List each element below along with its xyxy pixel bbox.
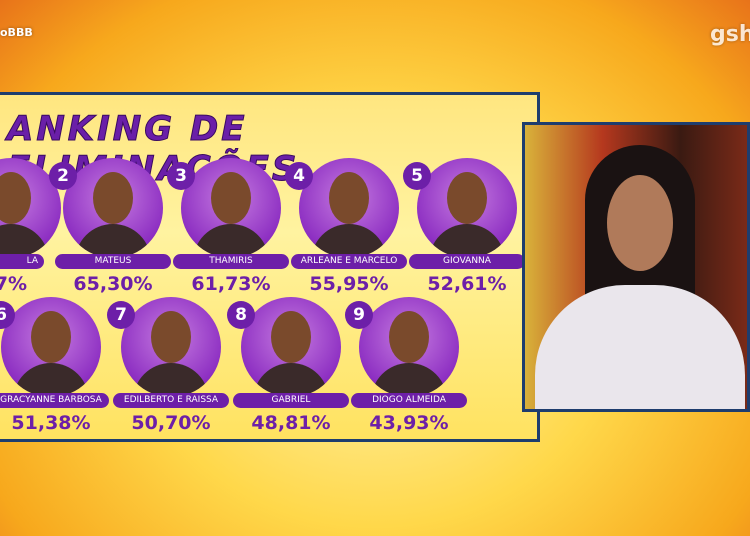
body [0, 224, 49, 258]
body [75, 224, 151, 258]
avatar [63, 158, 163, 258]
avatar [241, 297, 341, 397]
percent: 65,30% [73, 273, 153, 295]
avatar [417, 158, 517, 258]
face [271, 311, 311, 363]
rank-badge: 5 [403, 162, 431, 190]
name-label: DIOGO ALMEIDA [351, 393, 467, 408]
rank-badge: 9 [345, 301, 373, 329]
name-label: GABRIEL [233, 393, 349, 408]
rank-badge: 4 [285, 162, 313, 190]
percent: 43,93% [369, 412, 449, 434]
face [329, 172, 369, 224]
body [429, 224, 505, 258]
shirt [535, 285, 745, 409]
face [0, 172, 31, 224]
face [447, 172, 487, 224]
rank-badge: 6 [0, 301, 15, 329]
face [151, 311, 191, 363]
percent: 61,73% [191, 273, 271, 295]
body [193, 224, 269, 258]
body [311, 224, 387, 258]
avatar [359, 297, 459, 397]
video-feed [522, 122, 750, 412]
face [389, 311, 429, 363]
avatar [121, 297, 221, 397]
avatar [1, 297, 101, 397]
percent: 7% [0, 273, 27, 295]
avatar [299, 158, 399, 258]
name-label: EDILBERTO E RAISSA [113, 393, 229, 408]
name-label: GRACYANNE BARBOSA [0, 393, 109, 408]
name-label: MATEUS [55, 254, 171, 269]
watermark: gsh [710, 22, 750, 47]
name-label: GIOVANNA [409, 254, 525, 269]
rank-badge: 2 [49, 162, 77, 190]
name-label: ARLEANE E MARCELO [291, 254, 407, 269]
avatar [181, 158, 281, 258]
rank-badge: 3 [167, 162, 195, 190]
body [371, 363, 447, 397]
face [31, 311, 71, 363]
percent: 48,81% [251, 412, 331, 434]
face [211, 172, 251, 224]
face [93, 172, 133, 224]
rank-badge: 8 [227, 301, 255, 329]
channel-logo: oBBB [0, 26, 33, 39]
face [607, 175, 673, 271]
percent: 55,95% [309, 273, 389, 295]
name-label: THAMIRIS [173, 254, 289, 269]
ranking-board: ANKING DE ELIMINAÇÕES LA7%2MATEUS65,30%3… [0, 92, 540, 442]
percent: 50,70% [131, 412, 211, 434]
body [253, 363, 329, 397]
name-label: LA [0, 254, 44, 269]
body [13, 363, 89, 397]
percent: 52,61% [427, 273, 507, 295]
rank-badge: 7 [107, 301, 135, 329]
body [133, 363, 209, 397]
percent: 51,38% [11, 412, 91, 434]
